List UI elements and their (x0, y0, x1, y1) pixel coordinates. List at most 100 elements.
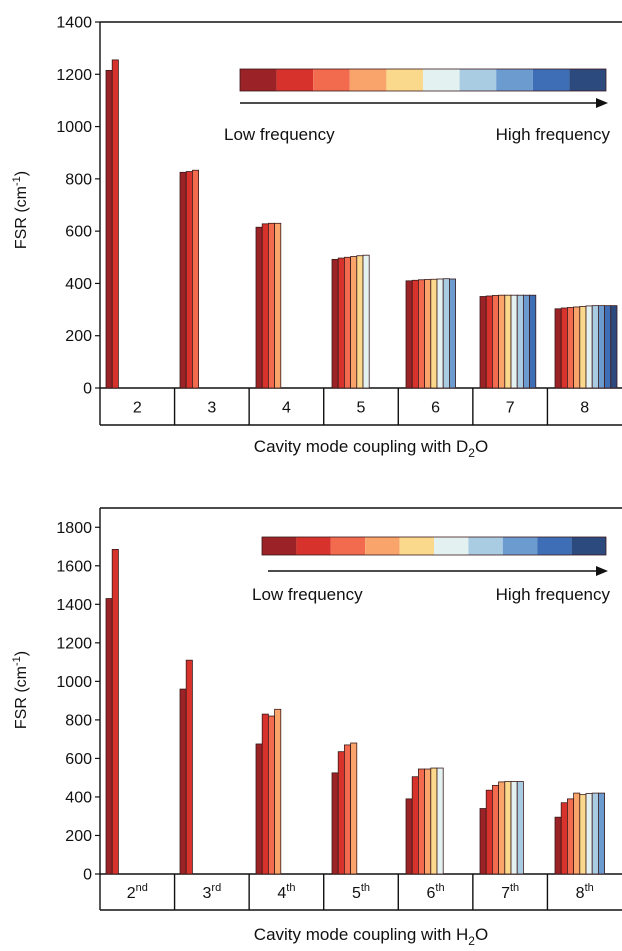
bar (585, 793, 593, 875)
category-label: 7 (506, 400, 515, 417)
bar (560, 802, 568, 875)
bar (424, 279, 432, 389)
bar (274, 222, 282, 389)
bar (430, 278, 438, 389)
legend-border (261, 536, 607, 556)
y-tick-label: 200 (65, 828, 92, 845)
bar (356, 255, 364, 389)
bar (504, 294, 512, 389)
bar (111, 549, 119, 875)
bar (411, 776, 419, 875)
bar (255, 226, 263, 389)
legend-high-label: High frequency (496, 585, 611, 604)
bar (185, 659, 193, 875)
category-label: 2 (133, 400, 142, 417)
legend-swatch (313, 69, 350, 91)
bar (337, 257, 345, 389)
category-label: 2nd (127, 882, 148, 902)
category-label: 6th (427, 882, 445, 902)
y-tick-label: 800 (65, 712, 92, 729)
bar (554, 816, 562, 875)
chart-panel-2: 0 200 400 600 800 1000 1200 1400 1600 1800 2nd 3rd 4… (11, 507, 622, 948)
bar (567, 798, 575, 875)
legend-border (239, 68, 607, 92)
bar (343, 256, 351, 389)
category-label: 4 (282, 400, 291, 417)
bar (523, 294, 531, 389)
category-label: 5 (357, 400, 366, 417)
bar (479, 296, 487, 389)
bar (498, 781, 506, 875)
bar (510, 294, 518, 389)
legend-swatch (571, 537, 606, 555)
bar (267, 715, 275, 875)
bar (579, 794, 587, 875)
bar (573, 306, 581, 389)
bar (567, 307, 575, 389)
y-tick-label: 600 (65, 751, 92, 768)
legend-swatch (240, 69, 277, 91)
y-tick-label: 1200 (56, 67, 92, 84)
y-axis-label: FSR (cm-1) (11, 651, 30, 729)
legend-high-label: High frequency (496, 125, 611, 144)
bar (579, 306, 587, 389)
bar (350, 742, 358, 875)
y-tick-label: 400 (65, 276, 92, 293)
bar (111, 59, 119, 389)
bar (491, 784, 499, 875)
bar (610, 305, 618, 389)
bar (573, 792, 581, 875)
legend-swatch (330, 537, 366, 555)
bar (510, 781, 518, 875)
bar (424, 768, 432, 875)
bar (554, 308, 562, 389)
bar (485, 295, 493, 389)
legend-swatch (399, 537, 434, 555)
x-axis-label: Cavity mode coupling with H2O (254, 925, 488, 948)
legend-swatch (262, 537, 297, 555)
bar (604, 305, 612, 389)
bar (191, 169, 199, 389)
legend-low-label: Low frequency (252, 585, 363, 604)
bar (405, 280, 413, 389)
bar (417, 279, 425, 389)
x-axis-label: Cavity mode coupling with D2O (254, 437, 488, 460)
bar (598, 305, 606, 389)
legend-swatch (434, 537, 469, 555)
legend-swatch (502, 537, 538, 555)
bar (185, 171, 193, 389)
bar (485, 789, 493, 875)
category-label: 5th (352, 882, 370, 902)
category-label: 6 (431, 400, 440, 417)
bar (331, 772, 339, 875)
bar (591, 305, 599, 389)
bar (436, 278, 444, 389)
bar (516, 294, 524, 389)
legend-swatch (296, 537, 331, 555)
y-tick-label: 800 (65, 171, 92, 188)
bar (405, 798, 413, 875)
legend-swatch (423, 69, 460, 91)
bar (529, 294, 537, 389)
chart-panel-1: 0 200 400 600 800 1000 1200 1400 2 3 4 5 6 7 8 FSR (cm-… (11, 15, 622, 460)
legend-swatch (569, 69, 606, 91)
category-label: 7th (501, 882, 519, 902)
bar (585, 305, 593, 389)
legend-arrow-head (596, 98, 608, 108)
bar (504, 781, 512, 875)
legend-arrow-head (596, 566, 608, 576)
category-label: 8th (576, 882, 594, 902)
bar (448, 278, 456, 389)
category-label: 8 (580, 400, 589, 417)
bar (591, 792, 599, 875)
y-tick-label: 0 (83, 867, 92, 884)
legend-swatch (532, 69, 570, 91)
bar (442, 278, 450, 389)
legend: Low frequency High frequency (252, 536, 611, 604)
bar (343, 744, 351, 875)
bar (411, 279, 419, 389)
bar (350, 256, 358, 389)
bar (417, 768, 425, 875)
bar (436, 767, 444, 875)
